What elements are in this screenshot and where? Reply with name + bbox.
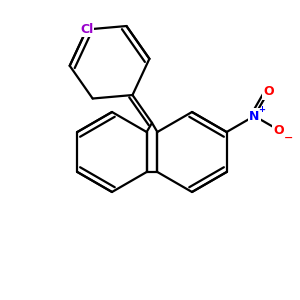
Text: O: O: [273, 124, 284, 136]
Text: +: +: [258, 104, 265, 113]
Text: −: −: [284, 133, 293, 143]
Text: Cl: Cl: [80, 23, 93, 36]
Text: N: N: [249, 110, 260, 122]
Text: O: O: [263, 85, 274, 98]
